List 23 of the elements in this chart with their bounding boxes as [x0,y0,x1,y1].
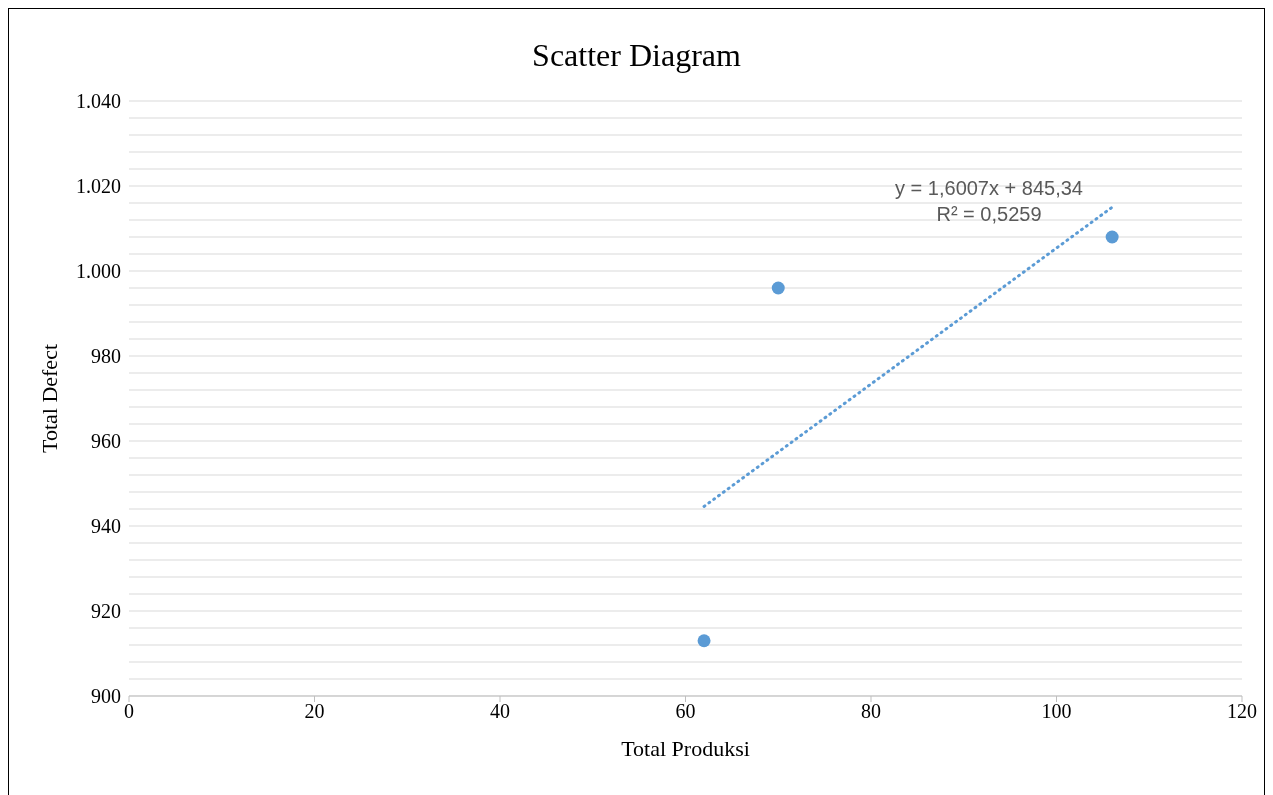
x-axis-title: Total Produksi [621,736,750,761]
y-tick-label: 920 [91,600,121,623]
point [697,634,711,648]
x-tick-label: 0 [124,700,134,723]
annotation: y = 1,6007x + 845,34 [894,176,1084,201]
x-tick-label: 20 [304,700,325,723]
x-tick-label: 60 [675,700,696,723]
y-tick-label: 980 [91,345,121,368]
x-tick-label: 80 [861,700,881,723]
annotation: R² = 0,5259 [935,202,1043,227]
point [771,281,785,295]
y-tick-label: 960 [91,430,121,453]
y-tick-label: 900 [91,685,121,708]
y-tick-label: 940 [91,515,121,538]
y-axis-title: Total Defect [36,343,62,454]
y-tick-label: 1.040 [76,90,121,113]
y-tick-label: 1.020 [76,175,121,198]
x-tick-label: 100 [1041,700,1072,723]
y-tick-label: 1.000 [76,260,121,283]
point [1105,230,1119,244]
chart-title: Scatter Diagram [531,37,742,74]
x-tick-label: 40 [490,700,510,723]
x-tick-label: 120 [1227,700,1257,723]
